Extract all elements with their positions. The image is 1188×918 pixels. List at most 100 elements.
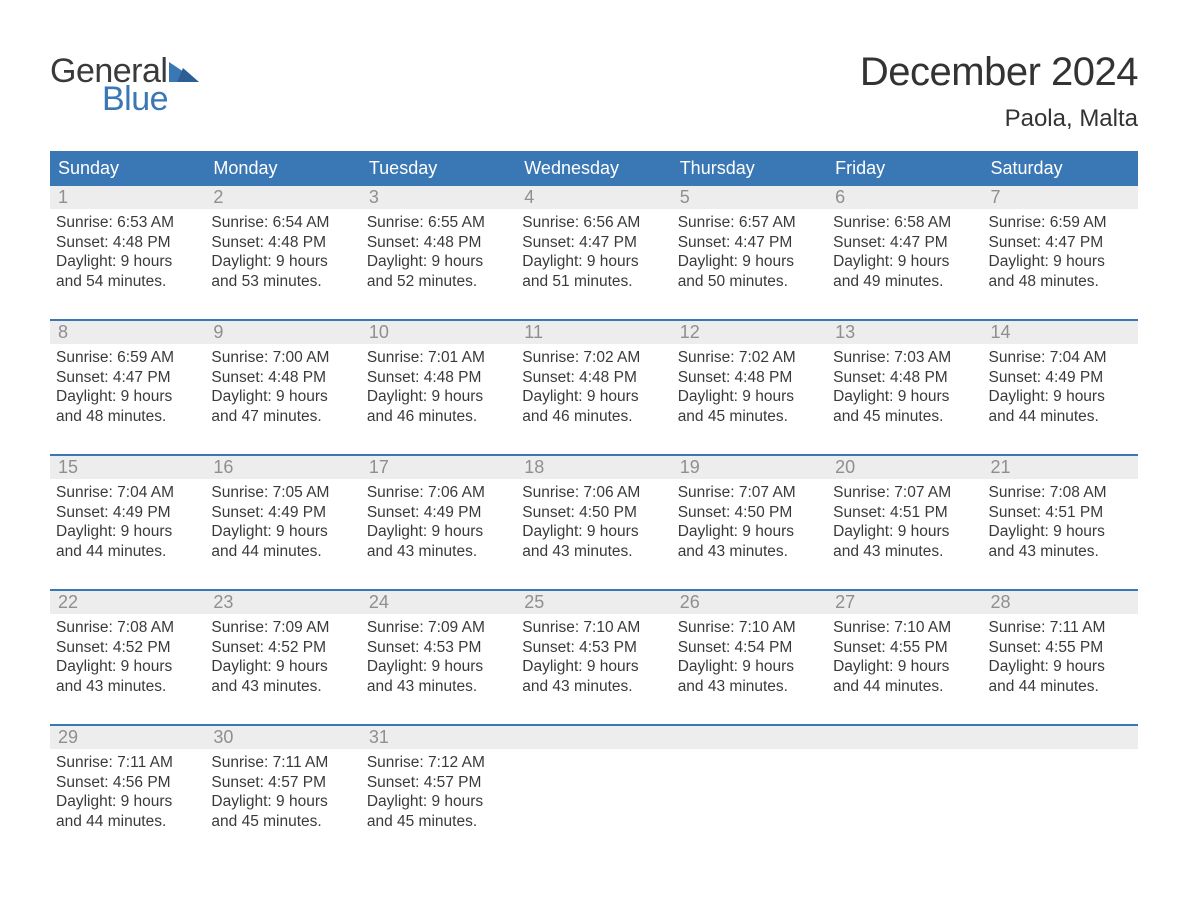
day-number: 30 <box>213 727 233 747</box>
location-label: Paola, Malta <box>860 105 1138 133</box>
logo-text-blue: Blue <box>102 82 199 116</box>
day-number: 13 <box>835 322 855 342</box>
calendar-day-cell: 29 Sunrise: 7:11 AMSunset: 4:56 PMDayligh… <box>50 726 205 837</box>
logo: General Blue <box>50 50 199 116</box>
calendar-header-row: SundayMondayTuesdayWednesdayThursdayFrid… <box>50 151 1138 186</box>
day-details: Sunrise: 7:07 AMSunset: 4:50 PMDaylight:… <box>678 483 821 561</box>
day-number: 27 <box>835 592 855 612</box>
calendar-day-cell: 7 Sunrise: 6:59 AMSunset: 4:47 PMDaylight… <box>983 186 1138 297</box>
day-details: Sunrise: 7:11 AMSunset: 4:57 PMDaylight:… <box>211 753 354 831</box>
day-number: 25 <box>524 592 544 612</box>
calendar-week-row: 15Sunrise: 7:04 AMSunset: 4:49 PMDayligh… <box>50 454 1138 567</box>
day-number: 16 <box>213 457 233 477</box>
day-number: 4 <box>524 187 534 207</box>
day-details: Sunrise: 7:03 AMSunset: 4:48 PMDaylight:… <box>833 348 976 426</box>
day-number: 28 <box>991 592 1011 612</box>
calendar-day-cell: 12Sunrise: 7:02 AMSunset: 4:48 PMDayligh… <box>672 321 827 432</box>
day-details: Sunrise: 6:57 AMSunset: 4:47 PMDaylight:… <box>678 213 821 291</box>
day-details: Sunrise: 6:59 AMSunset: 4:47 PMDaylight:… <box>56 348 199 426</box>
page-title: December 2024 <box>860 50 1138 95</box>
calendar-header-cell: Saturday <box>983 151 1138 186</box>
day-number: 31 <box>369 727 389 747</box>
day-details: Sunrise: 7:09 AMSunset: 4:52 PMDaylight:… <box>211 618 354 696</box>
day-number: 1 <box>58 187 68 207</box>
calendar-day-cell: 1 Sunrise: 6:53 AMSunset: 4:48 PMDaylight… <box>50 186 205 297</box>
day-details: Sunrise: 7:04 AMSunset: 4:49 PMDaylight:… <box>56 483 199 561</box>
calendar-header-cell: Monday <box>205 151 360 186</box>
day-number: 24 <box>369 592 389 612</box>
calendar-day-cell: 4 Sunrise: 6:56 AMSunset: 4:47 PMDaylight… <box>516 186 671 297</box>
day-details: Sunrise: 6:56 AMSunset: 4:47 PMDaylight:… <box>522 213 665 291</box>
calendar-day-cell: 5 Sunrise: 6:57 AMSunset: 4:47 PMDaylight… <box>672 186 827 297</box>
calendar-week-row: 22Sunrise: 7:08 AMSunset: 4:52 PMDayligh… <box>50 589 1138 702</box>
day-number: 20 <box>835 457 855 477</box>
day-number: 18 <box>524 457 544 477</box>
calendar-day-cell: 14 Sunrise: 7:04 AMSunset: 4:49 PMDayligh… <box>983 321 1138 432</box>
header-block: General Blue December 2024 Paola, Malta <box>50 50 1138 133</box>
day-number: 23 <box>213 592 233 612</box>
day-number: 2 <box>213 187 223 207</box>
day-details: Sunrise: 7:08 AMSunset: 4:51 PMDaylight:… <box>989 483 1132 561</box>
calendar-day-cell: 9 Sunrise: 7:00 AMSunset: 4:48 PMDaylight… <box>205 321 360 432</box>
day-details: Sunrise: 7:10 AMSunset: 4:53 PMDaylight:… <box>522 618 665 696</box>
day-number: 14 <box>991 322 1011 342</box>
calendar-header-cell: Tuesday <box>361 151 516 186</box>
day-details: Sunrise: 7:00 AMSunset: 4:48 PMDaylight:… <box>211 348 354 426</box>
day-details: Sunrise: 7:02 AMSunset: 4:48 PMDaylight:… <box>522 348 665 426</box>
day-details: Sunrise: 7:05 AMSunset: 4:49 PMDaylight:… <box>211 483 354 561</box>
logo-triangle-icon <box>169 62 199 82</box>
day-details: Sunrise: 7:10 AMSunset: 4:55 PMDaylight:… <box>833 618 976 696</box>
day-details: Sunrise: 7:08 AMSunset: 4:52 PMDaylight:… <box>56 618 199 696</box>
day-details: Sunrise: 7:01 AMSunset: 4:48 PMDaylight:… <box>367 348 510 426</box>
calendar-day-cell: 3 Sunrise: 6:55 AMSunset: 4:48 PMDaylight… <box>361 186 516 297</box>
day-details: Sunrise: 7:07 AMSunset: 4:51 PMDaylight:… <box>833 483 976 561</box>
calendar-header-cell: Friday <box>827 151 982 186</box>
calendar-day-cell: 20 Sunrise: 7:07 AMSunset: 4:51 PMDayligh… <box>827 456 982 567</box>
day-details: Sunrise: 7:11 AMSunset: 4:55 PMDaylight:… <box>989 618 1132 696</box>
day-details: Sunrise: 6:59 AMSunset: 4:47 PMDaylight:… <box>989 213 1132 291</box>
day-details: Sunrise: 6:53 AMSunset: 4:48 PMDaylight:… <box>56 213 199 291</box>
calendar-day-cell: . <box>516 726 671 837</box>
day-details: Sunrise: 7:02 AMSunset: 4:48 PMDaylight:… <box>678 348 821 426</box>
calendar-day-cell: 25 Sunrise: 7:10 AMSunset: 4:53 PMDayligh… <box>516 591 671 702</box>
calendar-week-row: 29 Sunrise: 7:11 AMSunset: 4:56 PMDayligh… <box>50 724 1138 837</box>
calendar-day-cell: 6 Sunrise: 6:58 AMSunset: 4:47 PMDaylight… <box>827 186 982 297</box>
day-number: 10 <box>369 322 389 342</box>
day-number: 5 <box>680 187 690 207</box>
day-details: Sunrise: 6:55 AMSunset: 4:48 PMDaylight:… <box>367 213 510 291</box>
day-number: 3 <box>369 187 379 207</box>
day-number: 19 <box>680 457 700 477</box>
calendar-day-cell: . <box>983 726 1138 837</box>
calendar: SundayMondayTuesdayWednesdayThursdayFrid… <box>50 151 1138 837</box>
calendar-day-cell: 18 Sunrise: 7:06 AMSunset: 4:50 PMDayligh… <box>516 456 671 567</box>
calendar-day-cell: 22Sunrise: 7:08 AMSunset: 4:52 PMDayligh… <box>50 591 205 702</box>
day-details: Sunrise: 7:06 AMSunset: 4:50 PMDaylight:… <box>522 483 665 561</box>
calendar-day-cell: 8Sunrise: 6:59 AMSunset: 4:47 PMDaylight… <box>50 321 205 432</box>
day-number: 26 <box>680 592 700 612</box>
day-details: Sunrise: 7:09 AMSunset: 4:53 PMDaylight:… <box>367 618 510 696</box>
day-number: 6 <box>835 187 845 207</box>
day-number: 7 <box>991 187 1001 207</box>
calendar-day-cell: 10 Sunrise: 7:01 AMSunset: 4:48 PMDayligh… <box>361 321 516 432</box>
day-details: Sunrise: 6:54 AMSunset: 4:48 PMDaylight:… <box>211 213 354 291</box>
calendar-day-cell: 24 Sunrise: 7:09 AMSunset: 4:53 PMDayligh… <box>361 591 516 702</box>
day-number: 21 <box>991 457 1011 477</box>
day-details: Sunrise: 7:11 AMSunset: 4:56 PMDaylight:… <box>56 753 199 831</box>
day-number: 29 <box>58 727 78 747</box>
calendar-day-cell: 21 Sunrise: 7:08 AMSunset: 4:51 PMDayligh… <box>983 456 1138 567</box>
day-details: Sunrise: 7:10 AMSunset: 4:54 PMDaylight:… <box>678 618 821 696</box>
calendar-day-cell: 28 Sunrise: 7:11 AMSunset: 4:55 PMDayligh… <box>983 591 1138 702</box>
day-details: Sunrise: 6:58 AMSunset: 4:47 PMDaylight:… <box>833 213 976 291</box>
day-details: Sunrise: 7:04 AMSunset: 4:49 PMDaylight:… <box>989 348 1132 426</box>
day-number: 9 <box>213 322 223 342</box>
calendar-day-cell: 13 Sunrise: 7:03 AMSunset: 4:48 PMDayligh… <box>827 321 982 432</box>
calendar-day-cell: . <box>672 726 827 837</box>
day-number: 11 <box>524 322 543 342</box>
calendar-day-cell: 31 Sunrise: 7:12 AMSunset: 4:57 PMDayligh… <box>361 726 516 837</box>
calendar-day-cell: 26 Sunrise: 7:10 AMSunset: 4:54 PMDayligh… <box>672 591 827 702</box>
calendar-header-cell: Thursday <box>672 151 827 186</box>
calendar-day-cell: . <box>827 726 982 837</box>
calendar-day-cell: 27 Sunrise: 7:10 AMSunset: 4:55 PMDayligh… <box>827 591 982 702</box>
day-details: Sunrise: 7:12 AMSunset: 4:57 PMDaylight:… <box>367 753 510 831</box>
calendar-day-cell: 17Sunrise: 7:06 AMSunset: 4:49 PMDayligh… <box>361 456 516 567</box>
